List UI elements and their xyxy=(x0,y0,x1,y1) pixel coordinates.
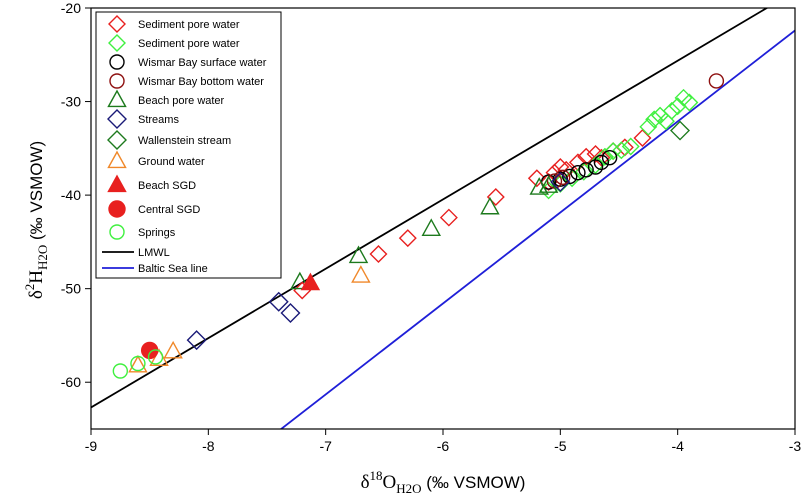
data-point-series-4-3 xyxy=(480,196,500,215)
data-point-series-1-13 xyxy=(662,101,681,120)
legend-marker-10 xyxy=(109,224,125,240)
y-tick-label: -30 xyxy=(61,94,81,110)
data-point-series-10-0 xyxy=(112,363,129,379)
legend-marker-4 xyxy=(107,89,127,108)
data-point-series-0-2 xyxy=(398,229,417,248)
data-point-series-0-10 xyxy=(577,147,596,166)
legend-label: Beach pore water xyxy=(138,95,225,107)
data-point-series-1-8 xyxy=(621,137,640,156)
data-point-series-7-3 xyxy=(351,265,371,283)
data-point-series-5-1 xyxy=(268,291,289,312)
data-point-series-8-0 xyxy=(300,272,321,291)
data-point-series-4-1 xyxy=(348,245,369,264)
data-point-series-2-5 xyxy=(587,159,604,175)
y-axis-title-sub: H2O xyxy=(35,245,50,270)
legend-marker-9 xyxy=(108,200,126,218)
data-point-series-0-15 xyxy=(633,129,652,148)
y-axis-title-sup: 2 xyxy=(22,284,37,291)
data-point-series-7-0 xyxy=(128,354,148,373)
data-point-series-1-7 xyxy=(612,141,631,160)
data-point-series-3-0 xyxy=(708,73,725,89)
line-baltic-sea-line xyxy=(279,29,795,429)
data-point-series-0-3 xyxy=(439,208,458,227)
data-point-series-0-11 xyxy=(586,144,605,163)
x-axis-title-suffix: (‰ VSMOW) xyxy=(422,473,526,492)
data-point-series-10-1 xyxy=(130,355,146,372)
y-tick-label: -40 xyxy=(61,187,81,203)
data-point-series-10-2 xyxy=(147,349,164,365)
data-point-series-4-0 xyxy=(290,271,310,290)
x-tick-label: -9 xyxy=(85,438,98,454)
legend-label: Wismar Bay surface water xyxy=(138,57,267,69)
x-tick-label: -4 xyxy=(671,438,684,454)
data-point-series-1-5 xyxy=(595,147,614,166)
data-point-series-4-2 xyxy=(421,218,442,236)
legend-marker-2 xyxy=(109,54,125,70)
legend-label: Ground water xyxy=(138,156,205,168)
legend: Sediment pore water Sediment pore water Wi… xyxy=(95,11,282,279)
x-axis-title-prefix: δ xyxy=(361,472,370,493)
data-point-series-0-12 xyxy=(592,148,611,167)
legend-label: Wismar Bay bottom water xyxy=(138,76,264,88)
x-axis-title-main: O xyxy=(383,472,397,493)
legend-label: Central SGD xyxy=(138,204,200,216)
data-point-series-2-6 xyxy=(593,154,610,171)
x-tick-label: -7 xyxy=(319,438,332,454)
y-tick-label: -50 xyxy=(61,281,81,297)
x-axis-title-sup: 18 xyxy=(370,468,383,483)
data-point-series-6-0 xyxy=(670,120,691,141)
x-tick-label: -6 xyxy=(437,438,450,454)
legend-marker-7 xyxy=(107,150,127,169)
legend-marker-5 xyxy=(107,109,127,129)
data-point-series-1-16 xyxy=(680,93,699,112)
data-point-series-7-1 xyxy=(149,348,169,367)
data-point-series-1-9 xyxy=(639,117,658,136)
data-point-series-1-10 xyxy=(645,110,664,129)
data-point-series-2-7 xyxy=(601,149,618,166)
legend-label: Sediment pore water xyxy=(138,19,240,31)
x-tick-label: -5 xyxy=(554,438,567,454)
y-tick-label: -60 xyxy=(61,374,81,390)
y-axis-title-prefix: δ xyxy=(26,290,47,299)
data-point-series-5-0 xyxy=(186,330,207,351)
legend-label: Springs xyxy=(138,227,176,239)
data-point-series-0-4 xyxy=(486,187,505,206)
data-point-series-5-3 xyxy=(550,172,571,193)
legend-label: LMWL xyxy=(138,247,170,259)
data-point-series-2-2 xyxy=(562,168,578,185)
legend-label: Baltic Sea line xyxy=(138,263,208,275)
data-points xyxy=(112,73,725,379)
legend-marker-8 xyxy=(107,174,127,193)
y-axis-title-main: H xyxy=(26,270,47,284)
data-point-series-0-1 xyxy=(369,245,388,264)
data-point-series-2-4 xyxy=(578,162,594,178)
data-point-series-2-3 xyxy=(570,164,586,181)
y-axis-title: δ2HH2O (‰ VSMOW) xyxy=(22,141,50,299)
x-tick-label: -8 xyxy=(202,438,215,454)
legend-marker-0 xyxy=(108,15,126,33)
x-axis-title-sub: H2O xyxy=(396,481,421,496)
y-tick-label: -20 xyxy=(61,0,81,16)
legend-label: Streams xyxy=(138,114,179,126)
data-point-series-0-8 xyxy=(557,160,576,179)
legend-marker-3 xyxy=(109,73,125,89)
axis-ticks: -9 -8 -7 -6 -5 -4 -3 -60 -50 -40 -30 -20 xyxy=(61,0,802,454)
legend-label: Wallenstein stream xyxy=(138,135,231,147)
data-point-series-7-2 xyxy=(163,340,183,359)
legend-marker-6 xyxy=(107,130,127,150)
legend-label: Beach SGD xyxy=(138,180,196,192)
y-axis-title-suffix: (‰ VSMOW) xyxy=(27,141,46,245)
legend-label: Sediment pore water xyxy=(138,38,240,50)
legend-box xyxy=(95,11,282,279)
data-point-series-1-6 xyxy=(604,142,623,161)
data-point-series-5-2 xyxy=(280,303,301,323)
x-tick-label: -3 xyxy=(789,438,802,454)
legend-marker-1 xyxy=(108,34,126,52)
x-axis-title: δ18OH2O (‰ VSMOW) xyxy=(361,468,526,496)
data-point-series-0-5 xyxy=(527,169,546,188)
